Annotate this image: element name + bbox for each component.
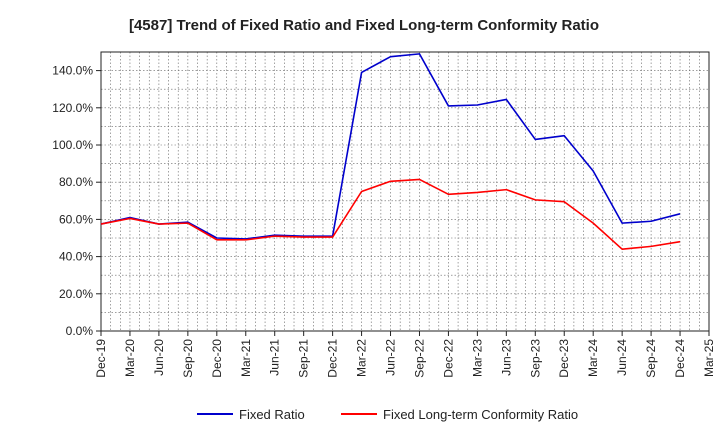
y-tick-label: 140.0% bbox=[52, 64, 93, 78]
x-tick-label: Dec-22 bbox=[441, 339, 455, 378]
x-tick-label: Jun-20 bbox=[152, 339, 166, 376]
series-line-1 bbox=[100, 53, 681, 240]
x-tick-label: Mar-25 bbox=[702, 339, 716, 377]
x-tick-label: Dec-24 bbox=[673, 339, 687, 378]
x-tick-label: Mar-22 bbox=[355, 339, 369, 377]
x-tick-label: Mar-23 bbox=[470, 339, 484, 377]
series-line-2 bbox=[100, 178, 681, 250]
y-tick-label: 100.0% bbox=[52, 138, 93, 152]
x-tick-label: Dec-21 bbox=[326, 339, 340, 378]
x-tick-label: Mar-24 bbox=[586, 339, 600, 377]
chart-title: [4587] Trend of Fixed Ratio and Fixed Lo… bbox=[129, 17, 599, 34]
x-tick-label: Jun-24 bbox=[615, 339, 629, 376]
x-tick-label: Jun-23 bbox=[499, 339, 513, 376]
x-tick-label: Jun-21 bbox=[268, 339, 282, 376]
x-tick-label: Sep-20 bbox=[181, 339, 195, 378]
x-tick-label: Dec-20 bbox=[210, 339, 224, 378]
series-lines bbox=[100, 53, 681, 250]
grid bbox=[101, 51, 709, 331]
x-tick-label: Sep-22 bbox=[412, 339, 426, 378]
legend-label: Fixed Ratio bbox=[239, 407, 305, 422]
axes: 0.0% 20.0% 40.0% 60.0% 80.0% 100.0% 120.0% 140.… bbox=[52, 51, 716, 378]
y-tick-label: 60.0% bbox=[59, 212, 93, 226]
plot-frame bbox=[100, 51, 710, 332]
x-tick-label: Dec-19 bbox=[94, 339, 108, 378]
y-tick-label: 20.0% bbox=[59, 287, 93, 301]
y-tick-label: 40.0% bbox=[59, 250, 93, 264]
x-tick-label: Jun-22 bbox=[384, 339, 398, 376]
y-tick-label: 0.0% bbox=[66, 324, 94, 338]
legend-label: Fixed Long-term Conformity Ratio bbox=[383, 407, 578, 422]
x-tick-label: Dec-23 bbox=[557, 339, 571, 378]
x-tick-label: Sep-24 bbox=[644, 339, 658, 378]
y-tick-label: 120.0% bbox=[52, 101, 93, 115]
x-tick-label: Sep-21 bbox=[297, 339, 311, 378]
legend: Fixed Ratio Fixed Long-term Conformity Ra… bbox=[197, 407, 578, 422]
x-tick-label: Sep-23 bbox=[528, 339, 542, 378]
x-tick-label: Mar-20 bbox=[123, 339, 137, 377]
y-tick-label: 80.0% bbox=[59, 175, 93, 189]
x-tick-label: Mar-21 bbox=[239, 339, 253, 377]
